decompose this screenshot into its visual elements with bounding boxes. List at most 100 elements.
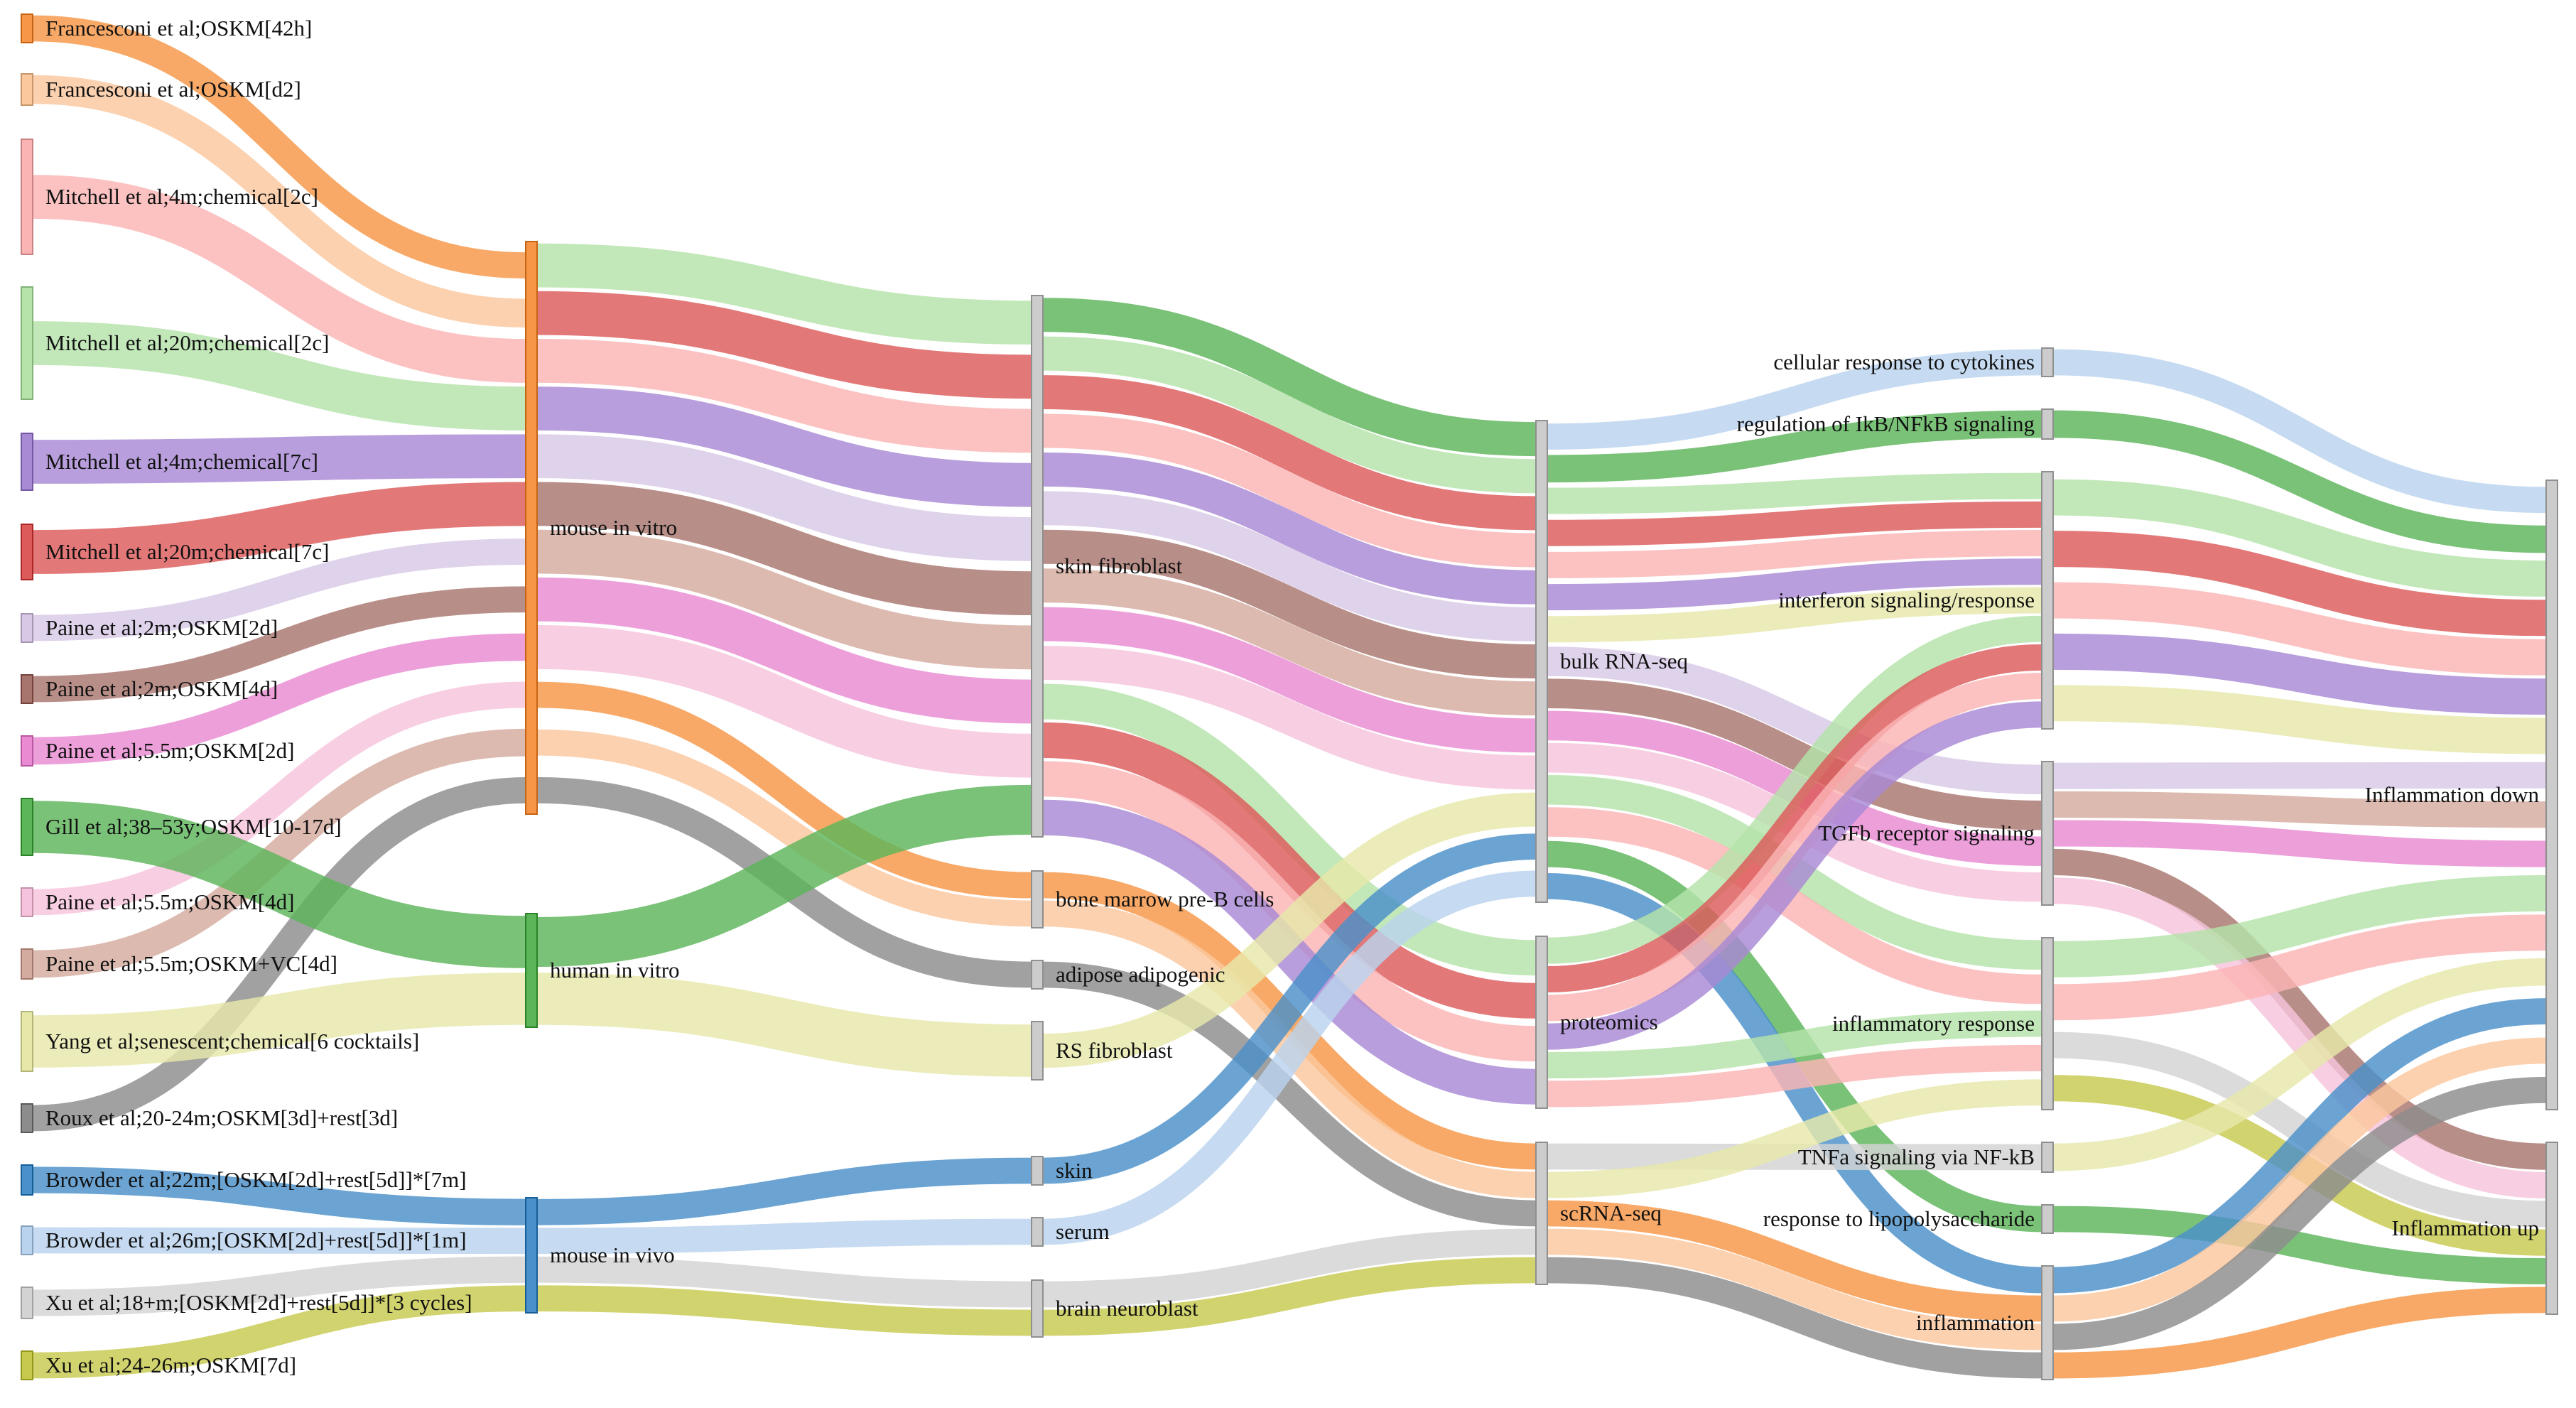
node-s17	[21, 1287, 33, 1319]
flow-m2-to-t1-30	[536, 784, 1032, 968]
node-bars	[21, 13, 2558, 1380]
flow-s7-to-m1-6	[32, 538, 526, 641]
node-s6	[21, 524, 33, 580]
flow-s10-to-m2-12	[32, 801, 526, 968]
label-s7: Paine et al;2m;OSKM[2d]	[45, 615, 278, 640]
flow-s13-to-m2-13	[32, 973, 526, 1068]
label-p6: TNFa signaling via NF-kB	[1798, 1144, 2035, 1169]
flow-a2-to-p5-77	[1547, 1010, 2042, 1079]
flow-links	[32, 15, 2547, 1379]
flow-a1-to-p4-65	[1547, 646, 2042, 795]
flow-p3-to-o1-87	[2052, 531, 2547, 637]
label-s2: Francesconi et al;OSKM[d2]	[45, 77, 301, 102]
flow-a3-to-p8-82	[1547, 1228, 2042, 1350]
label-p7: response to lipopolysaccharide	[1763, 1206, 2035, 1231]
label-p2: regulation of IkB/NFkB signaling	[1737, 411, 2035, 436]
flow-p3-to-o1-86	[2052, 479, 2547, 597]
flow-a1-to-p3-64	[1547, 587, 2042, 643]
node-m1	[525, 241, 538, 815]
label-s4: Mitchell et al;20m;chemical[2c]	[45, 330, 329, 355]
node-o1	[2545, 480, 2558, 1110]
flow-s16-to-m3-15	[32, 1227, 526, 1255]
flow-t6-to-a1-55	[1042, 870, 1537, 1245]
node-s2	[21, 73, 33, 106]
label-s1: Francesconi et al;OSKM[42h]	[45, 16, 312, 40]
flow-s6-to-m1-5	[32, 482, 526, 574]
label-s12: Paine et al;5.5m;OSKM+VC[4d]	[45, 951, 337, 976]
label-s5: Mitchell et al;4m;chemical[7c]	[45, 449, 318, 474]
label-s9: Paine et al;5.5m;OSKM[2d]	[45, 738, 294, 763]
label-s15: Browder et al;22m;[OSKM[2d]+rest[5d]]*[7…	[45, 1167, 467, 1192]
node-p7	[2041, 1204, 2054, 1234]
node-s1	[21, 13, 33, 43]
label-p4: TGFb receptor signaling	[1818, 821, 2035, 845]
flow-p7-to-o2-101	[2052, 1206, 2547, 1284]
label-s17: Xu et al;18+m;[OSKM[2d]+rest[5d]]*[3 cyc…	[45, 1290, 472, 1315]
flow-a1-to-p1-58	[1547, 349, 2042, 450]
flow-t1-to-a1-41	[1042, 491, 1537, 641]
flow-m1-to-t1-20	[536, 339, 1032, 453]
flow-a1-to-p3-60	[1547, 472, 2042, 514]
flow-m1-to-t1-26	[536, 625, 1032, 778]
node-s9	[21, 735, 33, 767]
node-a1	[1535, 420, 1548, 903]
flow-m1-to-t2-27	[536, 681, 1032, 899]
flow-t1-to-a1-39	[1042, 413, 1537, 568]
node-p1	[2041, 347, 2054, 377]
flow-m3-to-t6-33	[536, 1218, 1032, 1255]
flow-m3-to-t5-32	[536, 1157, 1032, 1225]
flow-s2-to-m1-1	[32, 75, 526, 327]
flow-a1-to-p2-59	[1547, 410, 2042, 483]
label-t2: bone marrow pre-B cells	[1056, 887, 1274, 911]
node-p2	[2041, 408, 2054, 440]
node-s16	[21, 1225, 33, 1255]
flow-p3-to-o1-88	[2052, 582, 2547, 676]
label-p1: cellular response to cytokines	[1773, 350, 2035, 374]
flow-p1-to-o1-84	[2052, 349, 2547, 514]
flow-p5-to-o1-97	[2052, 914, 2547, 1021]
flow-t1-to-a1-37	[1042, 336, 1537, 494]
flow-p8-to-o2-105	[2052, 1287, 2547, 1379]
flow-p3-to-o1-89	[2052, 633, 2547, 715]
flow-t1-to-a1-43	[1042, 568, 1537, 716]
flow-a2-to-p5-78	[1547, 1044, 2042, 1108]
flow-s8-to-m1-7	[32, 586, 526, 703]
label-s16: Browder et al;26m;[OSKM[2d]+rest[5d]]*[1…	[45, 1228, 467, 1252]
flow-t3-to-a3-52	[1042, 961, 1537, 1227]
label-o1: Inflammation down	[2365, 782, 2540, 807]
flow-m1-to-t1-23	[536, 482, 1032, 615]
node-t6	[1031, 1217, 1044, 1247]
flow-s18-to-m3-17	[32, 1285, 526, 1379]
label-t5: skin	[1056, 1158, 1093, 1183]
node-s12	[21, 948, 33, 980]
flow-p4-to-o2-95	[2052, 877, 2547, 1199]
flow-m1-to-t1-25	[536, 577, 1032, 724]
flow-s11-to-m1-9	[32, 681, 526, 916]
flow-m3-to-t7-35	[536, 1285, 1032, 1336]
node-p3	[2041, 471, 2054, 730]
flow-t1-to-a1-45	[1042, 646, 1537, 790]
label-m2: human in vitro	[550, 958, 680, 982]
flow-a2-to-p3-74	[1547, 644, 2042, 993]
label-t6: serum	[1056, 1219, 1110, 1244]
flow-t1-to-a1-38	[1042, 375, 1537, 531]
node-s3	[21, 139, 33, 255]
flow-p8-to-o1-104	[2052, 1076, 2547, 1350]
label-t4: RS fibroblast	[1056, 1038, 1173, 1063]
flow-t7-to-a3-56	[1042, 1228, 1537, 1308]
label-a2: proteomics	[1560, 1009, 1658, 1034]
flow-t4-to-a1-53	[1042, 792, 1537, 1068]
flow-p8-to-o1-103	[2052, 1037, 2547, 1322]
node-o2	[2545, 1142, 2558, 1315]
node-t1	[1031, 295, 1044, 838]
flow-s17-to-m3-16	[32, 1256, 526, 1316]
flow-p6-to-o1-100	[2052, 958, 2547, 1171]
node-s5	[21, 433, 33, 491]
flow-a1-to-p5-70	[1547, 807, 2042, 1004]
flow-m1-to-t1-24	[536, 529, 1032, 670]
flow-a1-to-p3-61	[1547, 501, 2042, 546]
label-t1: skin fibroblast	[1056, 553, 1183, 578]
node-p5	[2041, 937, 2054, 1110]
flow-m1-to-t1-21	[536, 386, 1032, 507]
label-t7: brain neuroblast	[1056, 1296, 1198, 1321]
